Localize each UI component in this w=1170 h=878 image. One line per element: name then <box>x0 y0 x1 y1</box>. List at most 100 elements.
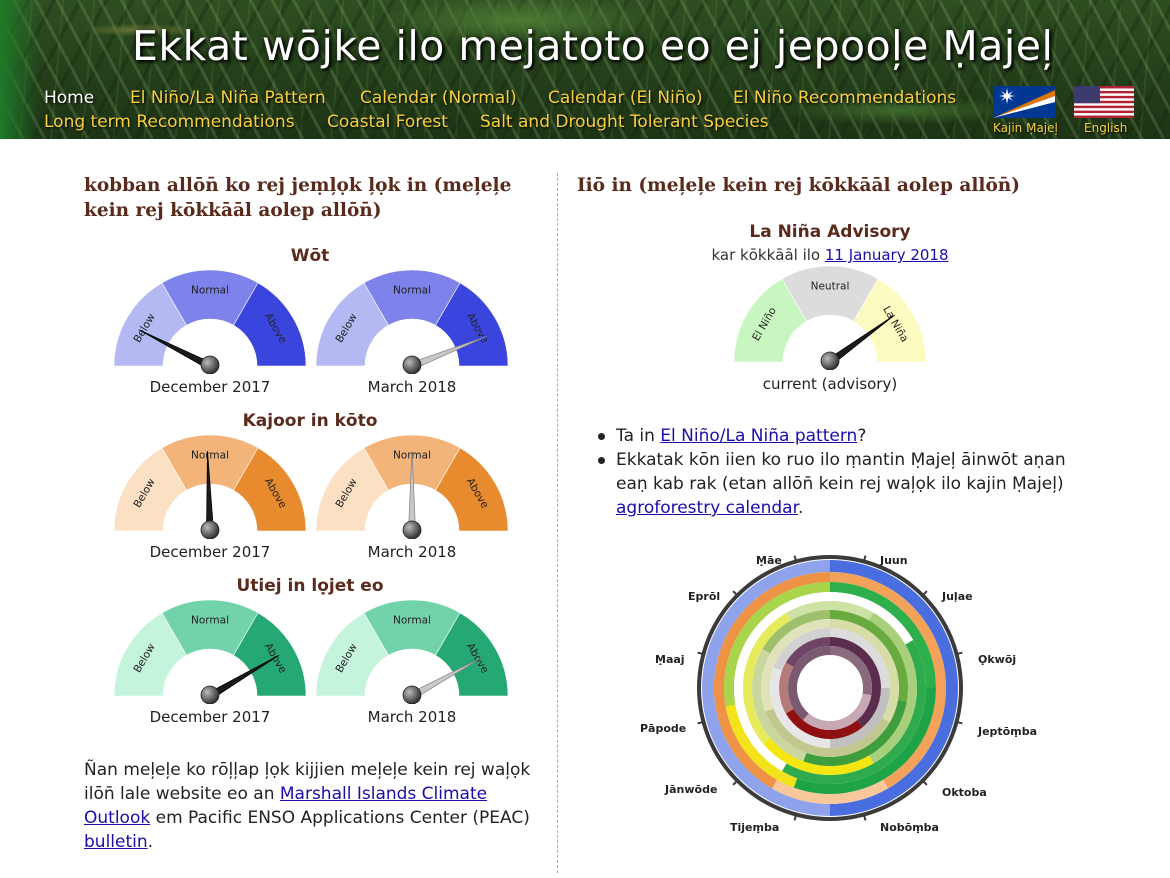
g00-label-normal: Normal <box>191 285 229 297</box>
g20-hub <box>200 685 220 704</box>
month-label-august: Ọkwōj <box>978 653 1017 666</box>
calendar-ring-2-segment <box>725 704 798 788</box>
calendar-month-tick <box>697 651 706 656</box>
g01-hub <box>402 355 422 374</box>
calendar-ring-2-segment <box>830 582 936 688</box>
advisory-title: La Niña Advisory <box>749 222 911 242</box>
month-label-january: Jānwōde <box>665 783 718 796</box>
g21-hub <box>402 685 422 704</box>
enso-pattern-link[interactable]: El Niño/La Niña pattern <box>660 426 858 446</box>
bulletin-link[interactable]: bulletin <box>84 832 148 852</box>
agroforestry-calendar-wheel[interactable] <box>694 548 966 828</box>
nav-coastal-forest[interactable]: Coastal Forest <box>327 112 448 132</box>
enso-hub <box>820 351 840 370</box>
marshall-islands-flag-icon[interactable] <box>993 86 1055 118</box>
month-label-september: Jeptōṃba <box>978 725 1038 738</box>
nav-calendar-normal[interactable]: Calendar (Normal) <box>360 88 517 108</box>
month-label-october: Oktoba <box>942 786 987 799</box>
more-info-paragraph: Ñan meļeļe ko rōļļap ļọk kijjien meļeļe … <box>84 758 534 854</box>
usa-flag-icon[interactable] <box>1074 86 1134 118</box>
calendar-ring-2-segment <box>793 688 936 794</box>
month-label-april: Eprōl <box>688 590 721 603</box>
list-item-text: Ekkatak kōn iien ko ruo ilo ṃantin Ṃajeļ… <box>616 450 1066 494</box>
calendar-ring-9-segment <box>803 693 872 730</box>
g21-segment-above <box>435 612 509 697</box>
list-item-text-end: ? <box>857 426 867 446</box>
calendar-ring-1-segment <box>772 779 888 804</box>
calendar-ring-9-segment <box>830 646 872 696</box>
calendar-month-tick <box>732 778 740 786</box>
bullet-dot <box>598 433 605 440</box>
month-label-december: Tijeṃba <box>730 821 780 834</box>
calendar-ring-6-segment <box>830 619 899 723</box>
calendar-month-tick <box>793 812 798 821</box>
nav-salt-drought-species[interactable]: Salt and Drought Tolerant Species <box>480 112 769 132</box>
more-info-period: . <box>147 832 154 852</box>
g01-label-normal: Normal <box>393 285 431 297</box>
calendar-month-tick <box>920 778 928 786</box>
list-item-calendar: Ekkatak kōn iien ko ruo ilo ṃantin Ṃajeļ… <box>616 448 1066 520</box>
calendar-month-tick <box>920 590 928 598</box>
site-header: Ekkat wōjke ilo mejatoto eo ej jepooļe Ṃ… <box>0 0 1170 139</box>
wind-heading: Kajoor in kōto <box>242 411 378 431</box>
rainfall-date-march: March 2018 <box>367 378 457 396</box>
g00-segment-above <box>233 282 307 367</box>
calendar-ring-4-segment <box>743 612 791 744</box>
nav-home[interactable]: Home <box>44 88 95 108</box>
nav-calendar-elnino[interactable]: Calendar (El Niño) <box>548 88 703 108</box>
climate-outlook-link[interactable]: Marshall Islands Climate Outlook <box>84 784 488 828</box>
bullet-dot <box>598 457 605 464</box>
calendar-ring-5-segment <box>803 699 907 766</box>
this-year-title: Iiō in (meļeļe kein rej kōkkāāl aolep al… <box>577 175 1020 196</box>
advisory-updated: kar kōkkāāl ilo 11 January 2018 <box>630 246 1030 264</box>
calendar-ring-9-segment <box>788 646 830 721</box>
g10-hub <box>200 520 220 539</box>
calendar-ring-6-segment <box>765 708 890 757</box>
g21-label-normal: Normal <box>393 615 431 627</box>
g01-segment-above <box>435 282 509 367</box>
g10-segment-above <box>233 447 307 532</box>
list-item-enso-pattern: Ta in El Niño/La Niña pattern? <box>616 424 1066 448</box>
g11-hub <box>402 520 422 539</box>
calendar-ring-5-segment <box>752 649 807 762</box>
list-item-text-end: . <box>798 498 804 518</box>
g00-hub <box>200 355 220 374</box>
sea-level-heading: Utiej in lọjet eo <box>236 576 384 596</box>
calendar-ring-4-segment <box>830 601 874 621</box>
calendar-ring-3-segment <box>734 592 830 772</box>
calendar-ring-2-segment <box>724 582 830 707</box>
enso-segment-above <box>853 278 927 363</box>
lang-english-label[interactable]: English <box>1084 121 1128 135</box>
calendar-month-tick <box>954 720 963 725</box>
rainfall-date-december: December 2017 <box>149 378 271 396</box>
calendar-month-tick <box>954 651 963 656</box>
nav-elnino-recommendations[interactable]: El Niño Recommendations <box>733 88 957 108</box>
g20-segment-above <box>233 612 307 697</box>
month-label-february: Pāpode <box>640 722 687 735</box>
advisory-date-link[interactable]: 11 January 2018 <box>824 246 949 264</box>
calendar-ring-8-segment <box>785 709 863 739</box>
calendar-ring-4-segment <box>869 612 917 764</box>
nav-enso-pattern[interactable]: El Niño/La Niña Pattern <box>130 88 326 108</box>
calendar-ring-1-segment <box>714 572 830 789</box>
month-label-may: Ṃāe <box>756 554 782 567</box>
column-divider <box>557 173 558 873</box>
calendar-ring-5-segment <box>830 610 908 702</box>
calendar-ring-7-segment <box>770 667 830 748</box>
month-label-june: Juun <box>880 554 908 567</box>
more-info-text: Ñan meļeļe ko rōļļap ļọk kijjien meļeļe … <box>84 760 531 804</box>
calendar-month-tick <box>697 720 706 725</box>
lang-marshallese-label[interactable]: Kajin Ṃajeļ <box>993 121 1058 135</box>
agroforestry-calendar-link[interactable]: agroforestry calendar <box>616 498 799 518</box>
calendar-ring-8-segment <box>779 662 794 714</box>
calendar-ring-4-segment <box>763 738 874 775</box>
wind-date-march: March 2018 <box>367 543 457 561</box>
header-fade <box>0 0 40 139</box>
enso-label-normal: Neutral <box>811 281 850 293</box>
g10-label-normal: Normal <box>191 450 229 462</box>
nav-long-term-recommendations[interactable]: Long term Recommendations <box>44 112 295 132</box>
month-label-march: Ṃaaj <box>655 653 685 666</box>
